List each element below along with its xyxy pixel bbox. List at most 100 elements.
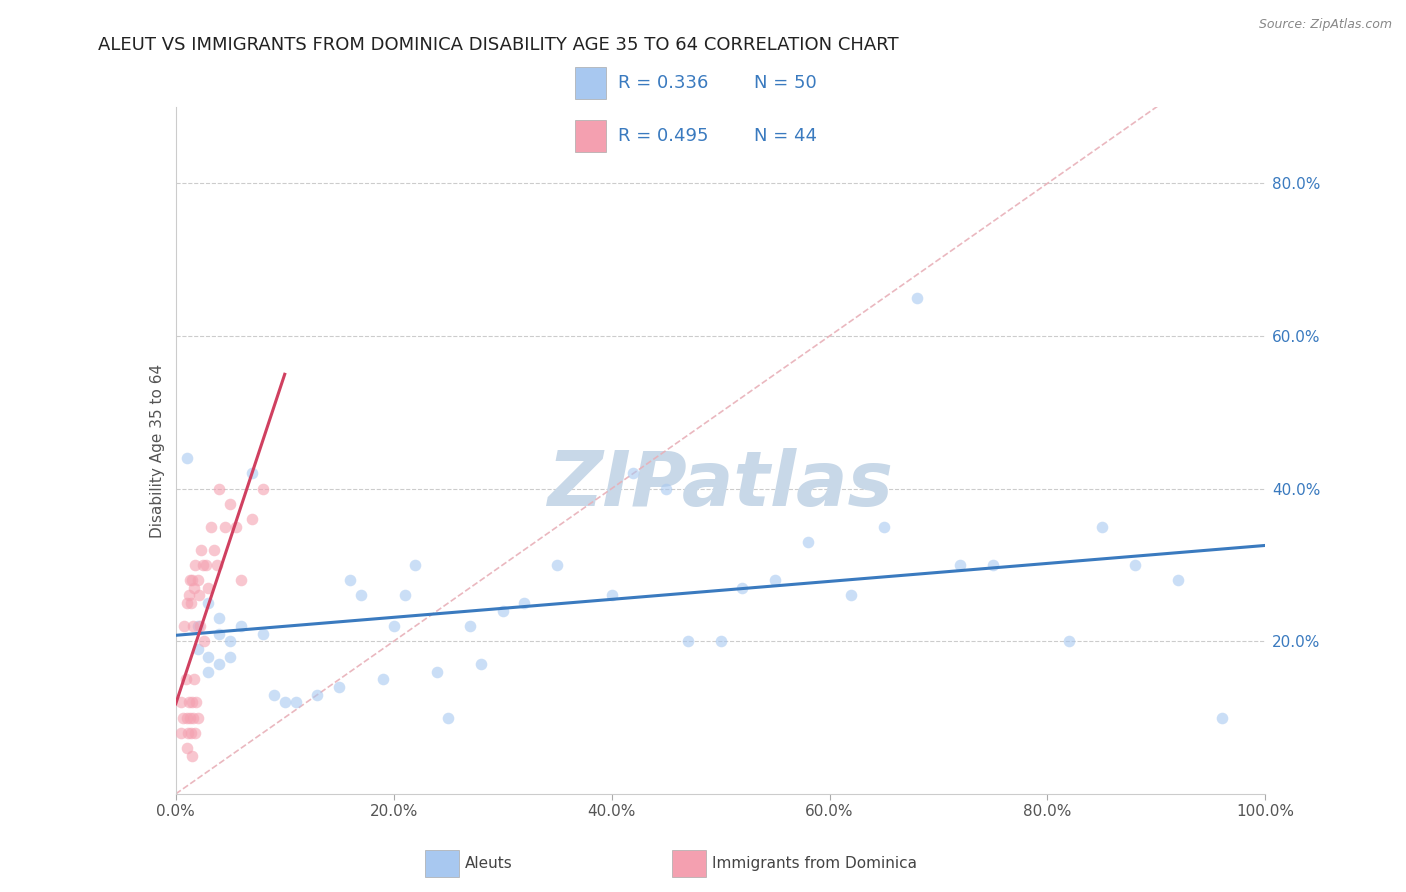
Y-axis label: Disability Age 35 to 64: Disability Age 35 to 64 (150, 363, 166, 538)
Point (170, 726, 193, 740)
Point (1211, 710, 1233, 724)
Point (621, 467, 644, 481)
Point (492, 604, 515, 618)
Point (350, 589, 373, 603)
FancyBboxPatch shape (425, 850, 458, 877)
Point (841, 589, 863, 603)
Point (181, 619, 204, 633)
Point (382, 619, 405, 633)
Point (177, 695, 200, 709)
Point (173, 619, 195, 633)
Point (546, 558, 568, 572)
Point (176, 741, 198, 756)
Point (174, 673, 197, 687)
Point (240, 512, 263, 526)
Text: R = 0.336: R = 0.336 (619, 74, 709, 92)
Point (176, 710, 198, 724)
Point (181, 748, 204, 763)
Point (190, 542, 212, 557)
Point (600, 589, 623, 603)
Text: N = 50: N = 50 (754, 74, 817, 92)
Point (191, 558, 214, 572)
Point (184, 558, 207, 572)
Text: N = 44: N = 44 (754, 128, 817, 145)
Point (186, 619, 209, 633)
Point (252, 626, 274, 640)
Point (181, 710, 204, 724)
Point (186, 573, 209, 587)
Point (179, 710, 201, 724)
Text: R = 0.495: R = 0.495 (619, 128, 709, 145)
Point (949, 558, 972, 572)
Point (176, 451, 198, 466)
Point (1057, 634, 1080, 648)
Point (187, 589, 209, 603)
Point (655, 482, 678, 496)
Point (307, 688, 329, 702)
Point (1123, 558, 1146, 572)
Point (208, 657, 231, 672)
Point (252, 482, 274, 496)
Point (202, 542, 225, 557)
Point (1091, 520, 1114, 534)
Point (186, 641, 209, 656)
Point (513, 596, 536, 610)
Point (181, 573, 204, 587)
Point (184, 726, 207, 740)
Point (763, 573, 786, 587)
Point (179, 573, 201, 587)
Point (176, 596, 198, 610)
Point (197, 665, 219, 679)
Point (274, 695, 297, 709)
Text: Immigrants from Dominica: Immigrants from Dominica (713, 855, 917, 871)
Point (328, 680, 350, 694)
Text: ZIPatlas: ZIPatlas (547, 448, 894, 522)
Point (231, 573, 253, 587)
Point (197, 649, 219, 664)
Point (426, 665, 449, 679)
Point (183, 673, 205, 687)
Point (219, 649, 242, 664)
Point (181, 695, 204, 709)
Point (905, 291, 928, 305)
Point (180, 596, 202, 610)
Point (263, 688, 285, 702)
Text: Source: ZipAtlas.com: Source: ZipAtlas.com (1258, 18, 1392, 31)
Point (371, 673, 394, 687)
Point (219, 634, 242, 648)
Point (186, 710, 209, 724)
Point (225, 520, 247, 534)
Point (405, 558, 427, 572)
FancyBboxPatch shape (575, 67, 606, 99)
Point (1167, 573, 1189, 587)
Text: Aleuts: Aleuts (465, 855, 513, 871)
FancyBboxPatch shape (575, 120, 606, 153)
Point (676, 634, 699, 648)
Point (177, 589, 200, 603)
FancyBboxPatch shape (672, 850, 706, 877)
Point (177, 726, 200, 740)
Point (219, 497, 242, 511)
Point (197, 596, 219, 610)
Point (193, 634, 215, 648)
Point (873, 520, 896, 534)
Point (231, 619, 253, 633)
Point (240, 467, 263, 481)
Point (195, 558, 218, 572)
Point (180, 726, 202, 740)
Point (394, 589, 416, 603)
Point (188, 619, 211, 633)
Point (458, 619, 481, 633)
Point (208, 482, 231, 496)
Point (339, 573, 361, 587)
Point (796, 535, 818, 549)
Point (205, 558, 228, 572)
Point (731, 581, 754, 595)
Point (172, 710, 194, 724)
Point (470, 657, 492, 672)
Point (214, 520, 236, 534)
Point (981, 558, 1004, 572)
Text: ALEUT VS IMMIGRANTS FROM DOMINICA DISABILITY AGE 35 TO 64 CORRELATION CHART: ALEUT VS IMMIGRANTS FROM DOMINICA DISABI… (98, 36, 898, 54)
Point (284, 695, 307, 709)
Point (186, 695, 208, 709)
